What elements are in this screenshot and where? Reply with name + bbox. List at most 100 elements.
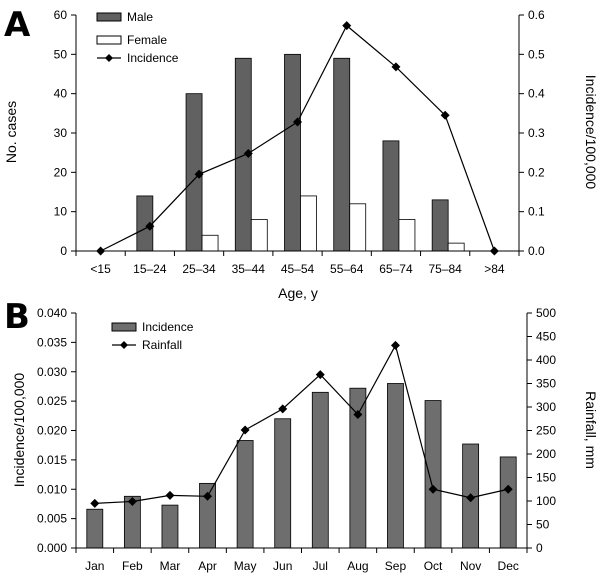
panel-b-y-axis-title: Incidence/100,000: [11, 373, 27, 488]
rainfall-point-10: [466, 493, 476, 503]
legend-label-male: Male: [127, 10, 153, 24]
x-tick-label: Nov: [460, 559, 481, 573]
incidence-point-7: [440, 110, 450, 120]
rainfall-point-1: [127, 496, 137, 506]
panel-b-y2-axis-title: Rainfall, mm: [583, 391, 599, 469]
bar-female-2: [201, 234, 219, 252]
x-tick-label: Jan: [85, 559, 104, 573]
x-tick-label: Mar: [160, 559, 181, 573]
panel-a-x-axis-title: Age, y: [278, 285, 318, 301]
y2-tick-label: 0.1: [528, 205, 545, 219]
y-tick-label: 0.025: [37, 394, 67, 408]
x-tick-label: Oct: [424, 559, 443, 573]
x-tick-label: 55–64: [330, 262, 364, 276]
x-tick-label: Sep: [385, 559, 407, 573]
y-tick-label: 10: [54, 205, 68, 219]
panel-b-ticks: 0.000 0.005 0.010 0.015 0.020 0.025 0.030 0.035…: [37, 306, 556, 573]
y2-tick-label: 450: [536, 330, 556, 344]
y2-tick-label: 150: [536, 471, 556, 485]
bar-male-4: [284, 53, 301, 252]
rainfall-point-6: [315, 370, 325, 380]
panel-b-label: B: [4, 297, 30, 337]
rainfall-point-5: [278, 404, 288, 414]
rainfall-point-11: [503, 484, 513, 494]
x-tick-label: Apr: [198, 559, 217, 573]
y2-tick-label: 0.0: [528, 244, 545, 258]
bar-male-7: [431, 199, 449, 252]
panel-a-ticks: 0 10 20 30 40 50 60 0.0 0.1 0.2 0.3 0.4 0.5 0.6 <15 15–…: [54, 8, 545, 276]
rainfall-line: [94, 343, 509, 504]
bar-male-5: [333, 57, 351, 252]
rainfall-point-4: [240, 425, 250, 435]
y2-tick-label: 400: [536, 353, 556, 367]
bar-female-7: [447, 242, 465, 252]
legend-swatch-female: [96, 35, 122, 45]
y2-tick-label: 500: [536, 306, 556, 320]
x-tick-label: 75–84: [428, 262, 462, 276]
panel-b: B 0.0000.0050.0100.0150.0200.0250.0300.0…: [4, 297, 599, 573]
x-tick-label: Aug: [347, 559, 368, 573]
legend-label-female: Female: [127, 33, 167, 47]
y-tick-label: 30: [54, 126, 68, 140]
bar-female-4: [300, 195, 317, 252]
x-tick-label: 35–44: [232, 262, 266, 276]
x-tick-label: Jun: [273, 559, 292, 573]
legend-label-rainfall: Rainfall: [142, 338, 182, 352]
y-tick-label: 20: [54, 165, 68, 179]
incidence-point-2: [194, 169, 204, 179]
x-tick-label: Feb: [122, 559, 143, 573]
x-tick-label: <15: [90, 262, 111, 276]
x-tick-label: May: [234, 559, 257, 573]
y2-tick-label: 0.4: [528, 87, 545, 101]
panel-b-legend: Incidence Rainfall: [111, 320, 194, 352]
bar-female-5: [349, 203, 367, 252]
bar-incidence-11: [499, 456, 517, 549]
bar-male-6: [382, 140, 400, 252]
bar-female-3: [250, 219, 268, 252]
y2-tick-label: 0: [536, 541, 543, 555]
bar-incidence-9: [424, 400, 442, 549]
panel-a-line: [96, 21, 499, 256]
y2-tick-label: 200: [536, 447, 556, 461]
y2-tick-label: 0.2: [528, 165, 545, 179]
y-tick-label: 0.015: [37, 453, 67, 467]
x-tick-label: Jul: [313, 559, 328, 573]
x-tick-label: 25–34: [182, 262, 216, 276]
y-tick-label: 0.010: [37, 482, 67, 496]
bar-incidence-8: [387, 383, 404, 549]
bar-incidence-4: [236, 440, 254, 549]
y2-tick-label: 50: [536, 518, 550, 532]
incidence-point-1: [145, 221, 155, 231]
rainfall-point-0: [90, 498, 100, 508]
legend-marker-diamond-icon: [120, 341, 128, 349]
y-tick-label: 40: [54, 87, 68, 101]
y2-tick-label: 300: [536, 400, 556, 414]
y2-tick-label: 250: [536, 424, 556, 438]
y-tick-label: 0.035: [37, 335, 67, 349]
rainfall-point-8: [390, 340, 400, 350]
y2-tick-label: 0.3: [528, 126, 545, 140]
bar-incidence-6: [311, 391, 329, 549]
y-tick-label: 0.020: [37, 424, 67, 438]
y-tick-label: 0.040: [37, 306, 67, 320]
y-tick-label: 0.005: [37, 512, 67, 526]
y-tick-label: 0.000: [37, 541, 67, 555]
rainfall-point-9: [428, 484, 438, 494]
panel-a: A 0 10 20 30 40 50 60 0.0 0.1 0.2 0.3 0.4 0.5 0.6 <15 1…: [3, 5, 599, 301]
y-tick-label: 0.030: [37, 365, 67, 379]
x-tick-label: 65–74: [379, 262, 413, 276]
bar-incidence-2: [161, 504, 179, 549]
incidence-point-6: [391, 62, 401, 72]
bar-incidence-5: [274, 418, 292, 549]
y-tick-label: 60: [54, 8, 68, 22]
panel-b-bars: [86, 383, 517, 549]
panel-a-label: A: [4, 5, 31, 45]
panel-a-bars: [136, 53, 465, 252]
panel-a-legend: Male Female Incidence: [96, 10, 179, 65]
panel-b-line: [90, 340, 513, 508]
x-tick-label: >84: [484, 262, 505, 276]
x-tick-label: 45–54: [281, 262, 315, 276]
y2-tick-label: 0.5: [528, 47, 545, 61]
panel-a-y-axis-title: No. cases: [3, 101, 19, 163]
